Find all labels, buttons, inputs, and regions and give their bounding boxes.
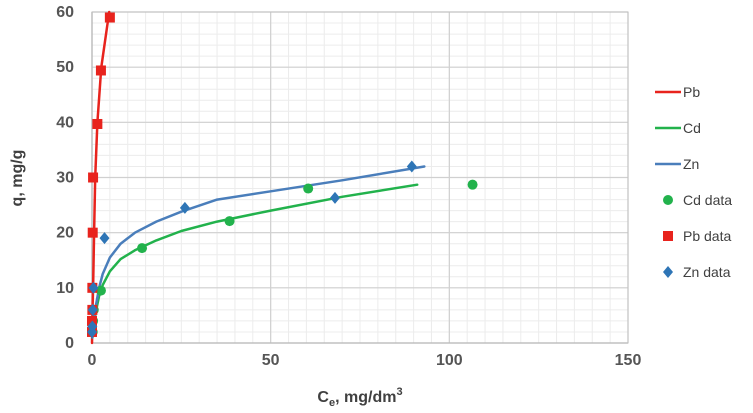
pb-data-point xyxy=(95,65,106,76)
legend-swatch-marker xyxy=(663,266,673,278)
x-tick-label: 150 xyxy=(615,352,642,369)
legend-label: Zn data xyxy=(683,264,731,280)
legend-item-cd-data: Cd data xyxy=(663,192,732,208)
legend-swatch-marker xyxy=(663,195,673,205)
legend-item-cd: Cd xyxy=(655,120,701,136)
legend-item-pb: Pb xyxy=(655,84,700,100)
cd-data-point xyxy=(224,216,235,227)
cd-data-point xyxy=(95,285,106,296)
legend-label: Pb xyxy=(683,84,700,100)
zn-data-point xyxy=(179,201,190,214)
zn-data-point xyxy=(99,232,110,245)
y-tick-label: 20 xyxy=(56,225,74,242)
pb-data-point xyxy=(87,227,98,238)
y-tick-label: 10 xyxy=(56,280,74,297)
y-tick-label: 60 xyxy=(56,4,74,21)
y-axis-title: q, mg/g xyxy=(9,150,26,207)
y-tick-label: 40 xyxy=(56,114,74,131)
pb-data-point xyxy=(104,12,115,23)
zn-line xyxy=(91,165,426,339)
pb-data-point xyxy=(92,118,103,129)
legend-label: Cd data xyxy=(683,192,732,208)
y-tick-labels: 0 10 20 30 40 50 60 xyxy=(56,4,74,352)
legend-swatch-marker xyxy=(663,231,673,241)
zn-data-point xyxy=(88,281,99,294)
x-tick-labels: 0 50 100 150 xyxy=(88,352,642,369)
cd-data-point xyxy=(303,183,314,194)
cd-data-point xyxy=(137,243,148,254)
legend-label: Pb data xyxy=(683,228,731,244)
cd-data-point xyxy=(467,179,478,190)
x-axis-title: Ce, mg/dm3 xyxy=(317,386,402,409)
data-markers xyxy=(87,12,478,338)
legend-item-zn-data: Zn data xyxy=(663,264,731,280)
zn-data-point xyxy=(329,191,340,204)
legend-item-pb-data: Pb data xyxy=(663,228,731,244)
pb-data-point xyxy=(88,172,99,183)
legend-label: Zn xyxy=(683,156,699,172)
cd-line xyxy=(91,183,419,339)
x-tick-label: 50 xyxy=(262,352,280,369)
y-tick-label: 30 xyxy=(56,170,74,187)
x-tick-label: 100 xyxy=(436,352,463,369)
x-tick-label: 0 xyxy=(88,352,97,369)
zn-data-point xyxy=(87,320,98,333)
y-tick-label: 50 xyxy=(56,59,74,76)
zn-data-point xyxy=(406,160,417,173)
legend-label: Cd xyxy=(683,120,701,136)
legend: Pb Cd Zn Cd data Pb data Zn data xyxy=(655,84,732,280)
legend-item-zn: Zn xyxy=(655,156,699,172)
zn-data-point xyxy=(87,303,98,316)
y-tick-label: 0 xyxy=(65,335,74,352)
